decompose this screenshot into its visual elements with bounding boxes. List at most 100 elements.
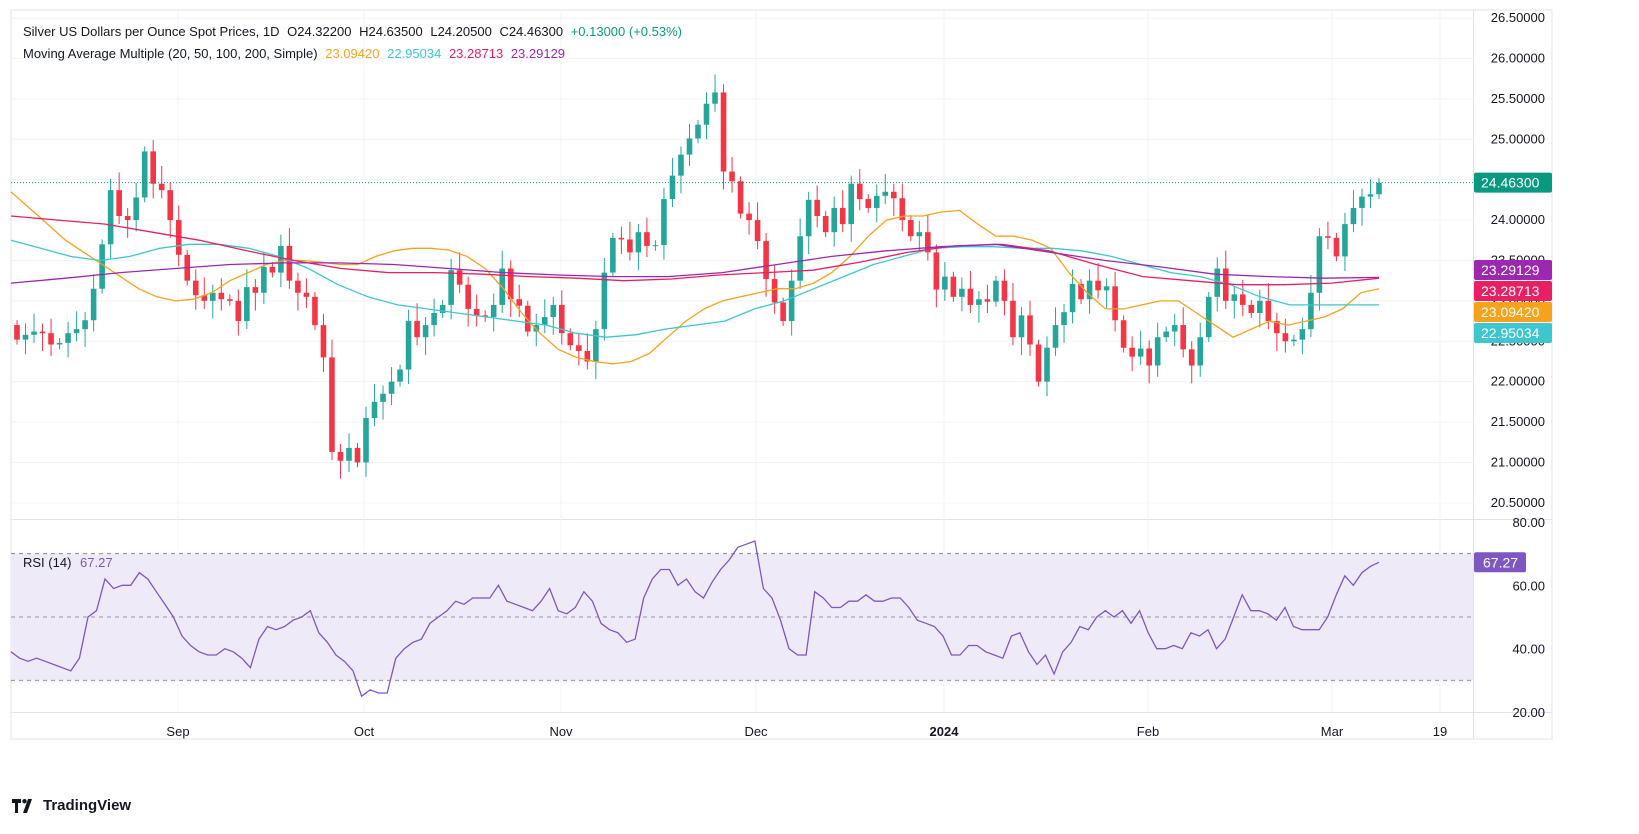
candle-body: [167, 190, 174, 221]
candle-body: [644, 232, 650, 246]
candle-body: [695, 124, 701, 139]
candle-body: [1069, 283, 1076, 313]
y-tick-label: 26.50000: [1491, 10, 1545, 25]
rsi-tick-label: 60.00: [1512, 578, 1545, 593]
candle-body: [1061, 312, 1067, 326]
candle-body: [1044, 347, 1050, 382]
candle-body: [295, 280, 301, 293]
ma-value-tag: 22.95034: [1481, 325, 1540, 341]
candle-body: [303, 292, 310, 297]
candle-body: [1027, 315, 1033, 345]
ma20-line: [10, 191, 1380, 365]
ma200-value: 23.29129: [510, 46, 566, 61]
y-tick-label: 22.00000: [1491, 374, 1545, 389]
candle-body: [1240, 294, 1246, 305]
ma100-value: 23.28713: [448, 46, 504, 61]
candle-body: [158, 183, 165, 191]
candle-body: [363, 418, 369, 463]
candle-body: [584, 350, 591, 362]
candle-body: [618, 237, 625, 240]
candle-body: [1205, 296, 1212, 338]
candle-body: [201, 295, 208, 301]
candle-body: [1188, 349, 1195, 366]
y-tick-label: 26.00000: [1491, 50, 1545, 65]
candle-body: [1086, 280, 1093, 300]
candle-body: [780, 302, 786, 322]
candle-body: [1154, 337, 1161, 366]
candle-body: [890, 191, 897, 199]
candle-body: [1112, 286, 1118, 321]
candle-body: [1018, 315, 1025, 338]
candle-body: [1325, 236, 1331, 238]
ma-value-tag: 23.09420: [1481, 304, 1540, 320]
candle-body: [967, 288, 974, 305]
candle-body: [65, 333, 71, 343]
candle-body: [1095, 280, 1101, 291]
candle-body: [116, 190, 122, 217]
y-tick-label: 21.00000: [1491, 454, 1545, 469]
candle-body: [1333, 237, 1340, 257]
candle-body: [712, 92, 718, 104]
ma20-value: 23.09420: [325, 46, 380, 61]
y-tick-label: 25.00000: [1491, 131, 1545, 146]
candle-body: [1316, 236, 1323, 293]
price-legend: Silver US Dollars per Ounce Spot Prices,…: [23, 24, 686, 40]
candle-body: [797, 236, 803, 281]
candle-body: [1103, 286, 1110, 291]
ma-value-tag: 23.28713: [1481, 283, 1540, 299]
candle-body: [1342, 224, 1348, 257]
close-value: C24.46300: [499, 24, 564, 39]
x-tick-label: Nov: [549, 724, 573, 739]
candle-body: [627, 239, 633, 253]
candle-body: [908, 220, 914, 237]
rsi-line: [10, 540, 1380, 698]
candle-body: [652, 245, 659, 247]
symbol-title: Silver US Dollars per Ounce Spot Prices,…: [23, 24, 280, 39]
ma-value-tag-bg: [1474, 302, 1552, 322]
candle-body: [720, 92, 727, 172]
candle-body: [831, 207, 837, 233]
candle-body: [1052, 325, 1059, 348]
ma50-value: 22.95034: [387, 46, 442, 61]
candle-body: [56, 342, 63, 345]
candle-body: [1197, 337, 1204, 366]
ma-value-tag-bg: [1474, 323, 1552, 343]
candle-body: [959, 288, 965, 297]
candle-body: [814, 199, 820, 217]
tradingview-brand[interactable]: TradingView: [12, 797, 131, 814]
candle-body: [141, 151, 148, 198]
candle-body: [839, 207, 846, 225]
candle-body: [678, 154, 684, 176]
candle-body: [1137, 348, 1144, 357]
ma-value-tag: 23.29129: [1481, 262, 1540, 278]
candle-body: [209, 292, 216, 301]
brand-name: TradingView: [43, 797, 132, 814]
candle-body: [1231, 294, 1238, 301]
y-tick-label: 25.50000: [1491, 91, 1545, 106]
candle-body: [754, 220, 761, 242]
rsi-tick-label: 80.00: [1512, 515, 1545, 530]
high-value: H24.63500: [359, 24, 423, 39]
candle-body: [397, 369, 403, 382]
candle-body: [550, 304, 557, 318]
candle-body: [465, 284, 471, 309]
candle-body: [737, 181, 744, 214]
rsi-tick-label: 40.00: [1512, 642, 1545, 657]
candle-body: [1146, 348, 1152, 366]
y-tick-label: 24.00000: [1491, 212, 1545, 227]
candle-body: [567, 333, 574, 346]
candle-body: [227, 299, 233, 301]
ma50-line: [10, 239, 1379, 338]
candle-body: [261, 266, 267, 293]
y-tick-label: 20.50000: [1491, 495, 1545, 510]
candle-body: [635, 232, 642, 253]
candle-body: [133, 197, 139, 221]
change-value: +0.13000 (+0.53%): [570, 24, 682, 39]
x-tick-label: Oct: [354, 724, 375, 739]
candle-body: [405, 321, 412, 370]
candle-body: [524, 305, 531, 332]
candle-body: [1291, 339, 1297, 342]
candle-body: [925, 232, 931, 253]
